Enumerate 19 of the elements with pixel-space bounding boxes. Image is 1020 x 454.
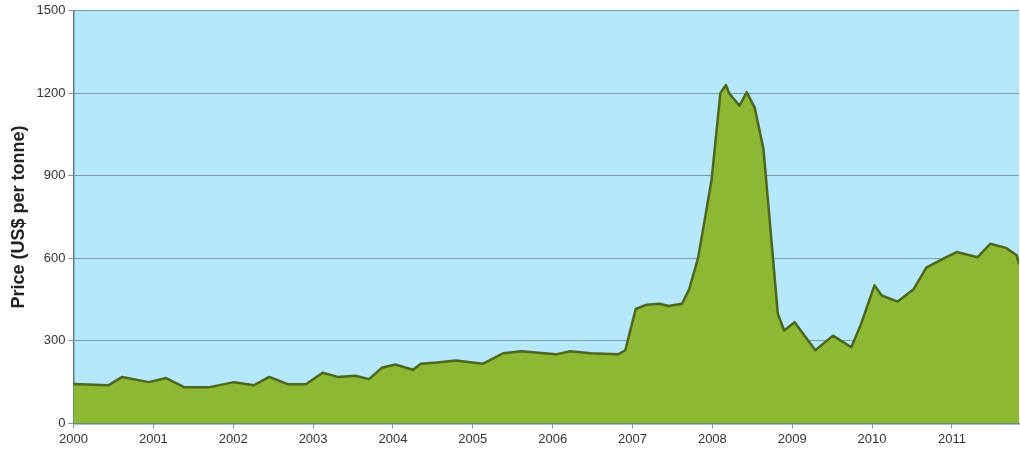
x-tick-label: 2004 bbox=[378, 430, 408, 446]
x-tick-label: 2003 bbox=[298, 430, 328, 446]
y-tick-label: 1500 bbox=[36, 2, 66, 18]
x-tick-label: 2011 bbox=[937, 430, 966, 446]
x-tick-label: 2008 bbox=[697, 430, 727, 446]
y-tick-label: 600 bbox=[43, 249, 66, 265]
x-tick-label: 2001 bbox=[138, 430, 168, 446]
x-tick-label: 2002 bbox=[218, 430, 248, 446]
y-axis-title: Price (US$ per tonne) bbox=[7, 125, 28, 309]
x-tick-label: 2009 bbox=[777, 430, 807, 446]
x-tick-label: 2010 bbox=[857, 430, 887, 446]
x-tick-label: 2006 bbox=[538, 430, 568, 446]
y-tick-label: 900 bbox=[43, 167, 66, 183]
x-tick-label: 2007 bbox=[618, 430, 647, 446]
y-tick-label: 0 bbox=[58, 414, 66, 430]
y-tick-label: 1200 bbox=[36, 84, 66, 100]
x-tick-label: 2000 bbox=[59, 430, 88, 446]
x-tick-label: 2005 bbox=[458, 430, 488, 446]
y-tick-label: 300 bbox=[43, 332, 66, 348]
